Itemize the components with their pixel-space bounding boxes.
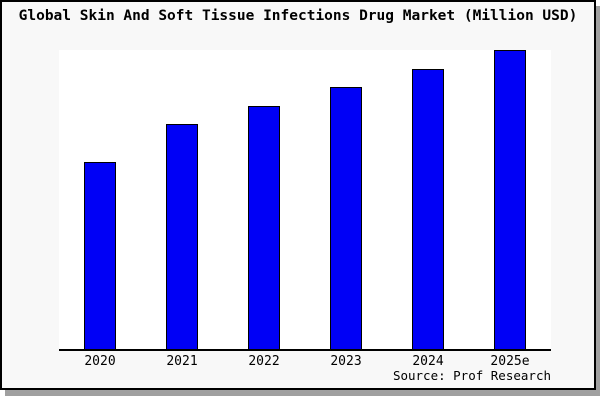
x-tick-label-2020: 2020 — [84, 354, 116, 369]
x-tick-label-2022: 2022 — [248, 354, 280, 369]
bar-2021 — [166, 124, 198, 349]
plot-area — [59, 50, 551, 351]
x-tick-label-2023: 2023 — [330, 354, 362, 369]
bar-slot-2021 — [141, 50, 223, 349]
bar-slot-2022 — [223, 50, 305, 349]
bar-2024 — [412, 69, 444, 349]
x-tick-label-2024: 2024 — [412, 354, 444, 369]
x-tick-label-2025e: 2025e — [490, 354, 530, 369]
bar-2025e — [494, 50, 526, 349]
chart-title: Global Skin And Soft Tissue Infections D… — [18, 8, 578, 24]
bar-slot-2025e — [469, 50, 551, 349]
bar-2022 — [248, 105, 280, 349]
bar-2023 — [330, 87, 362, 349]
chart-frame: Global Skin And Soft Tissue Infections D… — [0, 0, 596, 390]
bar-slot-2024 — [387, 50, 469, 349]
x-axis-labels: 2020 2021 2022 2023 2024 2025e — [59, 354, 551, 369]
bar-slot-2020 — [59, 50, 141, 349]
bar-2020 — [84, 162, 116, 349]
source-credit: Source: Prof Research — [392, 368, 551, 383]
x-tick-label-2021: 2021 — [166, 354, 198, 369]
bar-slot-2023 — [305, 50, 387, 349]
